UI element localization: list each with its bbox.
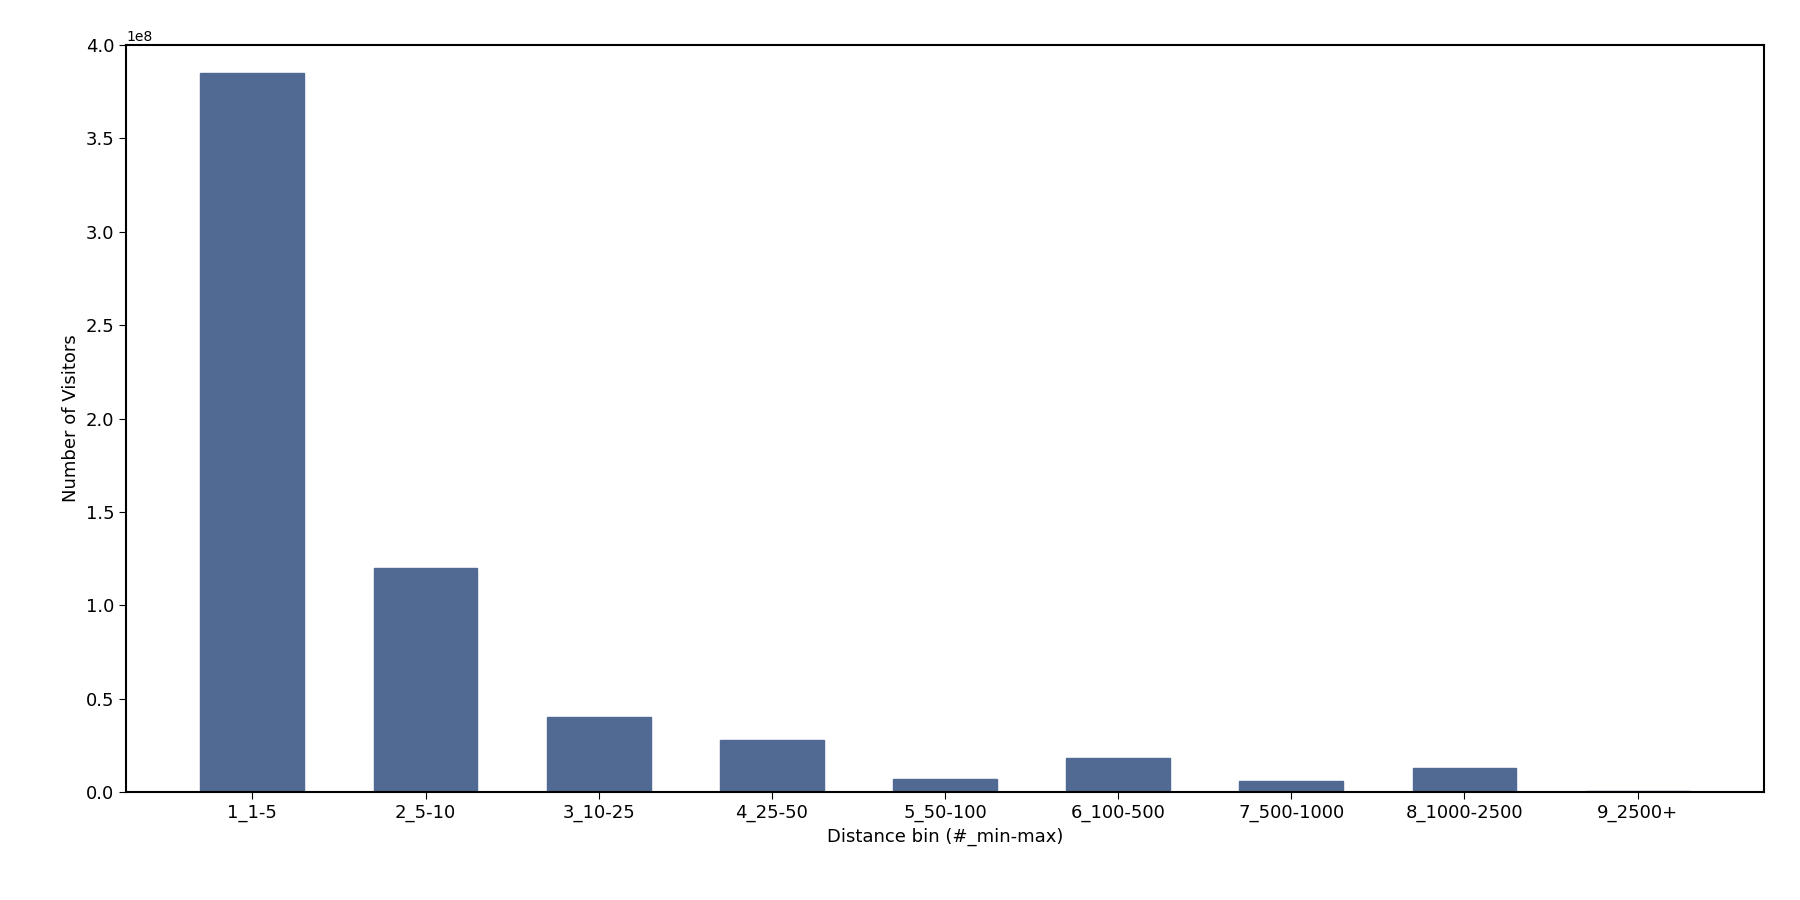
Bar bbox=[720, 740, 824, 792]
Bar bbox=[1413, 768, 1516, 792]
Bar bbox=[200, 73, 304, 792]
Bar bbox=[547, 717, 650, 792]
Y-axis label: Number of Visitors: Number of Visitors bbox=[61, 335, 79, 502]
Bar bbox=[1240, 781, 1343, 792]
Bar bbox=[1586, 791, 1690, 792]
Bar bbox=[1066, 759, 1170, 792]
Bar bbox=[374, 568, 477, 792]
Bar bbox=[893, 778, 997, 792]
X-axis label: Distance bin (#_min-max): Distance bin (#_min-max) bbox=[826, 827, 1064, 846]
